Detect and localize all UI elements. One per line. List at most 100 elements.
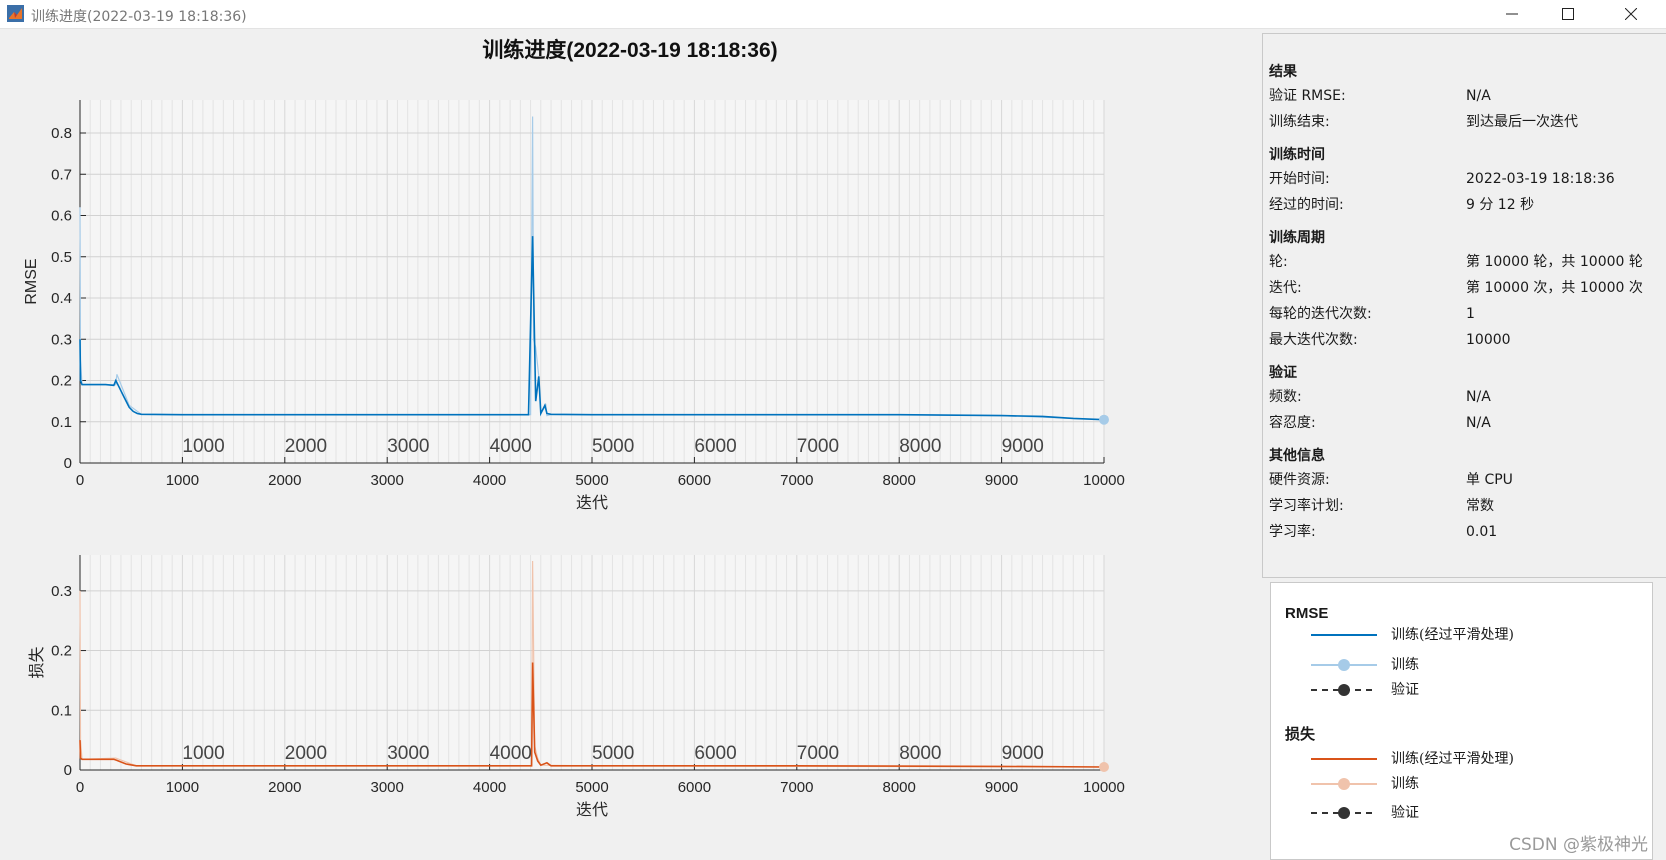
- minimize-button[interactable]: [1484, 0, 1540, 28]
- info-row: 最大迭代次数: 10000: [1269, 327, 1666, 353]
- y-tick-label: 0.5: [51, 249, 72, 266]
- legend-label: 训练: [1391, 776, 1419, 792]
- epoch-label: 7000: [797, 743, 839, 764]
- info-section-title: 其他信息: [1269, 448, 1325, 464]
- epoch-label: 7000: [797, 436, 839, 457]
- epoch-label: 6000: [694, 743, 736, 764]
- x-axis-title: 迭代: [576, 494, 608, 512]
- epoch-label: 1000: [182, 743, 224, 764]
- info-section: 训练周期 轮: 第 10000 轮，共 10000 轮迭代: 第 10000 次，共 …: [1269, 228, 1666, 353]
- info-key: 最大迭代次数:: [1269, 332, 1358, 348]
- info-key: 验证 RMSE:: [1269, 88, 1346, 104]
- y-axis-title: 损失: [28, 646, 46, 678]
- epoch-label: 4000: [490, 743, 532, 764]
- info-value: 到达最后一次迭代: [1466, 114, 1578, 130]
- legend-label: 训练(经过平滑处理): [1391, 751, 1514, 767]
- y-axis-title: RMSE: [23, 258, 40, 304]
- info-key: 经过的时间:: [1269, 197, 1344, 213]
- epoch-label: 3000: [387, 743, 429, 764]
- y-tick-label: 0.4: [51, 290, 72, 307]
- legend-loss-title: 损失: [1285, 726, 1316, 743]
- info-section-title: 结果: [1269, 64, 1297, 80]
- info-section-title: 训练时间: [1269, 147, 1325, 163]
- info-key: 学习率计划:: [1269, 498, 1344, 514]
- epoch-label: 9000: [1002, 436, 1044, 457]
- info-row: 每轮的迭代次数: 1: [1269, 301, 1666, 327]
- info-row: 开始时间: 2022-03-19 18:18:36: [1269, 166, 1666, 192]
- x-axis-title: 迭代: [576, 801, 608, 819]
- info-row: 验证 RMSE: N/A: [1269, 83, 1666, 109]
- epoch-label: 5000: [592, 743, 634, 764]
- y-tick-label: 0.1: [51, 414, 72, 431]
- x-tick-label: 5000: [575, 779, 608, 796]
- legend-label: 训练(经过平滑处理): [1391, 627, 1514, 643]
- info-key: 开始时间:: [1269, 171, 1330, 187]
- y-tick-label: 0.8: [51, 125, 72, 142]
- epoch-label: 9000: [1002, 743, 1044, 764]
- training-charts: 0 1000 2000 3000 4000 5000 6000 7000 8000 9000 100…: [23, 100, 1125, 819]
- x-tick-label: 8000: [883, 472, 916, 489]
- epoch-label: 3000: [387, 436, 429, 457]
- maximize-button[interactable]: [1540, 0, 1596, 28]
- legend-dashed-marker-icon: [1311, 684, 1377, 696]
- info-section-title: 验证: [1269, 365, 1297, 381]
- y-tick-label: 0.1: [51, 702, 72, 719]
- chart-rmse: 0 1000 2000 3000 4000 5000 6000 7000 8000 9000 100…: [23, 100, 1125, 512]
- x-tick-label: 6000: [678, 472, 711, 489]
- series-line-smoothed: [79, 236, 1105, 421]
- maximize-icon: [1562, 8, 1574, 20]
- info-key: 迭代:: [1269, 280, 1302, 296]
- epoch-label: 1000: [182, 436, 224, 457]
- info-key: 容忍度:: [1269, 415, 1316, 431]
- info-panel[interactable]: 结果验证 RMSE: N/A 训练结束: 到达最后一次迭代训练时间开始时间: 2022-…: [1262, 33, 1666, 578]
- info-row: 硬件资源: 单 CPU: [1269, 467, 1666, 493]
- x-tick-label: 10000: [1083, 779, 1125, 796]
- info-key: 硬件资源:: [1269, 472, 1330, 488]
- info-key: 每轮的迭代次数:: [1269, 306, 1372, 322]
- y-tick-label: 0.7: [51, 166, 72, 183]
- legend-line-icon: [1311, 634, 1377, 636]
- x-tick-label: 9000: [985, 472, 1018, 489]
- minimize-icon: [1506, 13, 1518, 15]
- legend-marker-icon: [1311, 659, 1377, 671]
- matlab-icon: [7, 5, 24, 22]
- legend-label: 验证: [1391, 805, 1419, 821]
- info-row: 迭代: 第 10000 次，共 10000 次: [1269, 275, 1666, 301]
- epoch-label: 4000: [490, 436, 532, 457]
- info-section: 训练时间 开始时间: 2022-03-19 18:18:36 经过的时间: 9 分 12…: [1269, 145, 1666, 218]
- info-row: 训练结束: 到达最后一次迭代: [1269, 109, 1666, 135]
- x-tick-label: 2000: [268, 472, 301, 489]
- x-tick-label: 8000: [883, 779, 916, 796]
- info-section: 其他信息 硬件资源: 单 CPU 学习率计划: 常数 学习率: 0.01: [1269, 446, 1666, 545]
- info-key: 学习率:: [1269, 524, 1316, 540]
- info-value: 第 10000 轮，共 10000 轮: [1466, 254, 1643, 270]
- y-tick-label: 0.3: [51, 583, 72, 600]
- x-tick-label: 0: [76, 779, 84, 796]
- y-tick-label: 0: [64, 455, 72, 472]
- y-tick-label: 0.6: [51, 208, 72, 225]
- x-tick-label: 1000: [166, 779, 199, 796]
- legend-line-icon: [1311, 758, 1377, 760]
- info-value: 单 CPU: [1466, 472, 1513, 488]
- info-row: 轮: 第 10000 轮，共 10000 轮: [1269, 249, 1666, 275]
- series-end-marker: [1099, 414, 1109, 425]
- info-sections: 结果验证 RMSE: N/A 训练结束: 到达最后一次迭代训练时间开始时间: 2022-…: [1269, 62, 1666, 555]
- epoch-label: 5000: [592, 436, 634, 457]
- info-value: 第 10000 次，共 10000 次: [1466, 280, 1643, 296]
- epoch-label: 6000: [694, 436, 736, 457]
- close-button[interactable]: [1603, 0, 1659, 28]
- x-tick-label: 9000: [985, 779, 1018, 796]
- x-tick-label: 0: [76, 472, 84, 489]
- info-value: 1: [1466, 306, 1475, 322]
- window-titlebar: 训练进度(2022-03-19 18:18:36): [0, 0, 1666, 29]
- legend-label: 训练: [1391, 657, 1419, 673]
- epoch-label: 2000: [285, 436, 327, 457]
- info-value: 10000: [1466, 332, 1511, 348]
- y-tick-label: 0: [64, 762, 72, 779]
- x-tick-label: 1000: [166, 472, 199, 489]
- legend-panel: RMSE 训练(经过平滑处理) 训练 验证 损失 训练(经过平滑处理) 训练 验…: [1270, 582, 1653, 860]
- info-row: 学习率计划: 常数: [1269, 493, 1666, 519]
- x-tick-label: 4000: [473, 472, 506, 489]
- info-value: 2022-03-19 18:18:36: [1466, 171, 1615, 187]
- info-key: 训练结束:: [1269, 114, 1330, 130]
